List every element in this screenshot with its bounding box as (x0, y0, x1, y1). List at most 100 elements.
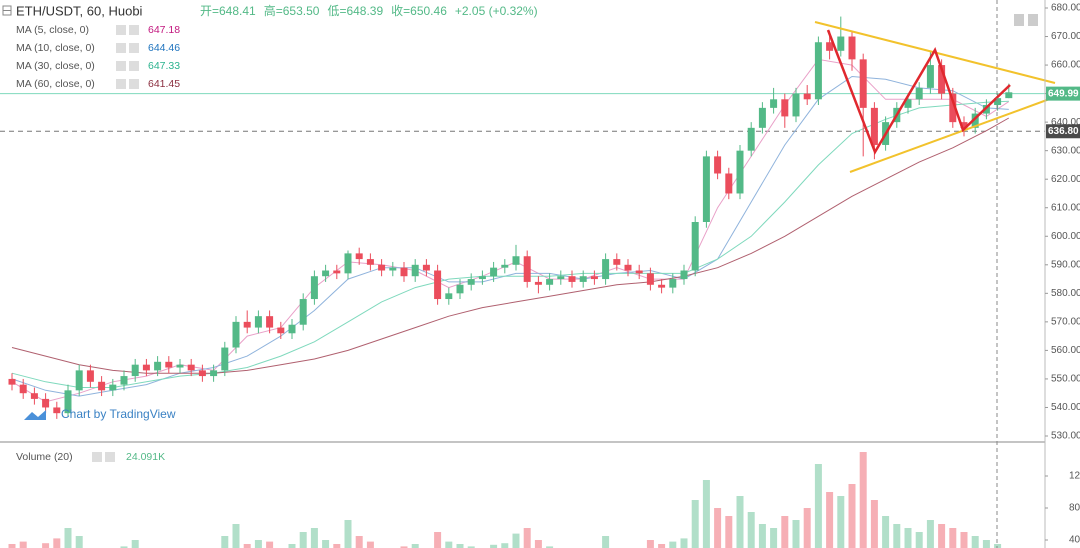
volume-bar (467, 546, 475, 548)
candle-body (646, 273, 654, 285)
volume-bar (680, 538, 688, 548)
candle-body (624, 264, 632, 271)
candle-body (579, 276, 587, 282)
volume-bar (870, 500, 878, 548)
volume-bar (658, 544, 666, 548)
candle-body (658, 284, 666, 288)
volume-bar (131, 540, 139, 548)
candle-body (534, 281, 542, 285)
legend: MA (5, close, 0) 647.18 MA (10, close, 0) 6… (16, 24, 180, 463)
y-tick-label: 620.00 (1051, 174, 1080, 185)
legend-icon[interactable] (116, 43, 126, 53)
candle-body (42, 398, 50, 408)
volume-bar (243, 544, 251, 548)
candle-body (926, 65, 934, 88)
candle-body (411, 264, 419, 277)
volume-bar (938, 524, 946, 548)
legend-value: 647.18 (148, 24, 180, 36)
candle-body (86, 370, 94, 382)
volume-bar (232, 524, 240, 548)
volume-bar (411, 544, 419, 548)
candle-body (501, 264, 509, 268)
symbol: ETH/USDT, 60, Huobi (16, 3, 143, 18)
candle-body (333, 270, 341, 274)
legend-icon[interactable] (129, 25, 139, 35)
candle-body (131, 364, 139, 377)
candle-body (210, 370, 218, 377)
y-tick-label: 560.00 (1051, 345, 1080, 356)
candle-body (109, 384, 117, 391)
price-label-box (1046, 86, 1080, 101)
volume-bar (882, 516, 890, 548)
candle-body (422, 264, 430, 271)
candle-body (378, 264, 386, 271)
volume-bar (904, 528, 912, 548)
candle-body (19, 384, 27, 394)
volume-bar (288, 544, 296, 548)
pane-button[interactable] (1014, 14, 1024, 26)
legend-icon[interactable] (129, 79, 139, 89)
candle-body (938, 65, 946, 94)
candle-body (669, 279, 677, 288)
candle-body (64, 390, 72, 414)
y-tick-label: 590.00 (1051, 259, 1080, 270)
volume-bar (490, 544, 498, 548)
volume-bar (994, 544, 1002, 548)
pane-button[interactable] (1028, 14, 1038, 26)
zigzag (826, 29, 1011, 155)
volume-bar (333, 544, 341, 548)
watermark: Chart by TradingView (61, 407, 176, 421)
legend-name: MA (5, close, 0) (16, 24, 89, 36)
volume-bar (19, 541, 27, 548)
legend-icon[interactable] (105, 452, 115, 462)
volume-bar (926, 520, 934, 548)
legend-icon[interactable] (116, 61, 126, 71)
candle-body (747, 127, 755, 151)
volume-bar (266, 541, 274, 548)
candle-body (994, 98, 1002, 106)
legend-icon[interactable] (116, 25, 126, 35)
legend-icon[interactable] (129, 61, 139, 71)
volume-bar (546, 546, 554, 548)
legend-icon[interactable] (129, 43, 139, 53)
ohlc-header: 开=648.41 高=653.50 低=648.39 收=650.46 +2.05 (+… (200, 3, 538, 18)
candle-body (154, 361, 162, 371)
volume-bar (725, 516, 733, 548)
candle-body (490, 267, 498, 277)
candle-body (456, 284, 464, 294)
candle-body (971, 113, 979, 128)
candle-body (30, 393, 38, 399)
candle-body (949, 93, 957, 123)
candle-body (557, 276, 565, 280)
legend-name: MA (30, close, 0) (16, 60, 95, 72)
volume-bar (75, 536, 83, 548)
volume-bar (714, 508, 722, 548)
legend-icon[interactable] (92, 452, 102, 462)
candle-body (389, 267, 397, 271)
legend-icon[interactable] (116, 79, 126, 89)
volume-bar (803, 508, 811, 548)
candle-body (165, 361, 173, 368)
price-label-box (1046, 124, 1080, 139)
volume-bar (120, 546, 128, 548)
candle-body (859, 59, 867, 108)
volume-bar (982, 540, 990, 548)
volume-bar (534, 540, 542, 548)
volume-bar (310, 528, 318, 548)
candle-body (434, 270, 442, 300)
candle-body (142, 364, 150, 371)
candle-body (613, 259, 621, 265)
y-tick-label: 670.00 (1051, 31, 1080, 42)
y-tick-label: 580.00 (1051, 288, 1080, 299)
y-tick-label: 660.00 (1051, 60, 1080, 71)
y-tick-label: 630.00 (1051, 145, 1080, 156)
candle-body (702, 156, 710, 222)
candle-body (243, 321, 251, 328)
candle-body (400, 267, 408, 277)
volume-bar (747, 512, 755, 548)
volume-bar (8, 544, 16, 548)
candle-body (198, 370, 206, 377)
y-tick-label: 640.00 (1051, 117, 1080, 128)
candle-body (98, 381, 106, 391)
candle-body (546, 279, 554, 285)
